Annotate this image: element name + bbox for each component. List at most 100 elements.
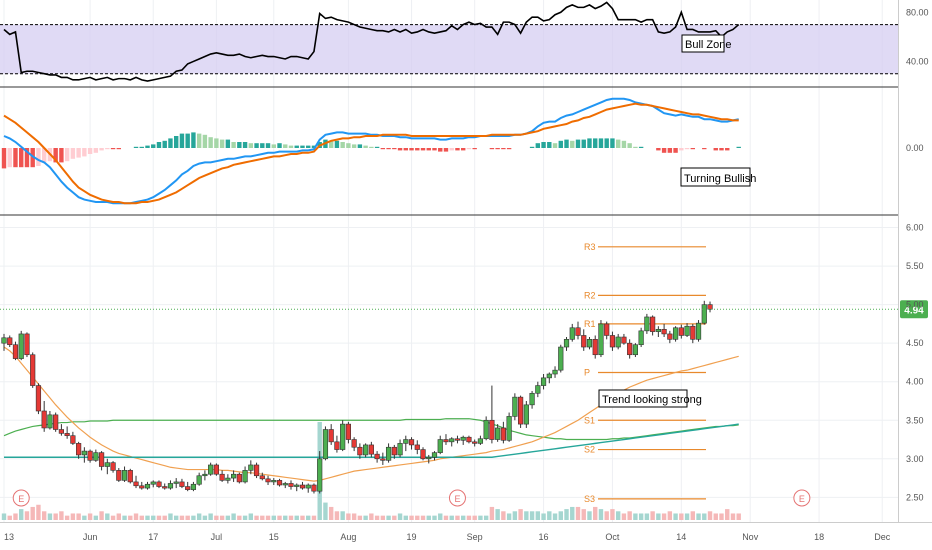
candle-body [282, 483, 288, 486]
volume-bar [265, 515, 271, 520]
macd-histogram-bar [191, 132, 196, 148]
volume-bar [627, 511, 632, 520]
candle-body [259, 475, 265, 480]
candle-body [156, 481, 162, 487]
macd-histogram-bar [248, 143, 254, 148]
volume-bar [478, 515, 483, 520]
macd-histogram-bar [174, 136, 179, 148]
candle-body [357, 446, 363, 456]
volume-bar [122, 515, 127, 520]
candle-body [552, 369, 558, 375]
volume-bar [151, 515, 156, 520]
macd-histogram-bar [328, 140, 334, 148]
candle-body [202, 473, 208, 477]
volume-bar [346, 513, 351, 520]
volume-bar [334, 511, 340, 520]
rsi-pane [0, 1, 898, 82]
candle-body [391, 446, 397, 456]
macd-histogram-bar [702, 148, 707, 150]
volume-bar [392, 515, 397, 520]
macd-histogram-bar [351, 144, 357, 148]
macd-histogram-bar [110, 148, 116, 150]
macd-histogram-bar [219, 139, 225, 148]
macd-histogram-bar [633, 146, 638, 148]
macd-histogram-bar [225, 139, 231, 148]
macd-histogram-bar [495, 148, 500, 150]
macd-histogram-bar [179, 133, 185, 148]
candle-body [506, 416, 512, 441]
macd-histogram-bar [627, 143, 632, 148]
volume-bar [713, 513, 718, 520]
volume-bar [730, 513, 736, 520]
macd-histogram-bar [294, 145, 299, 148]
candle-body [477, 438, 484, 444]
candle-body [35, 385, 42, 412]
volume-bar [13, 513, 18, 520]
volume-bar [145, 515, 150, 520]
volume-bar [386, 515, 391, 520]
price-tick-label: 5.00 [906, 300, 924, 310]
turning-bullish-note-box [680, 167, 751, 187]
volume-bar [696, 513, 701, 520]
macd-histogram-bar [397, 148, 403, 151]
macd-histogram-bar [598, 138, 604, 148]
candle-body [41, 410, 47, 429]
candle-body [569, 327, 575, 340]
volume-bar [323, 502, 328, 520]
macd-histogram-bar [461, 148, 466, 151]
volume-bar [581, 509, 586, 520]
volume-bar [558, 511, 563, 520]
volume-bar [449, 515, 454, 520]
pivot-label: S2 [584, 445, 595, 455]
volume-bar [288, 515, 294, 520]
trend-strong-note: Trend looking strong [602, 394, 702, 406]
macd-histogram-bar [24, 148, 30, 168]
macd-histogram-bar [357, 144, 363, 148]
volume-bar [369, 513, 374, 520]
volume-bar [231, 513, 236, 520]
candle-body [253, 464, 260, 477]
time-tick-label: 14 [676, 532, 686, 542]
volume-bar [87, 513, 93, 520]
candle-body [328, 429, 334, 443]
macd-histogram-bar [656, 148, 661, 151]
macd-histogram-bar [168, 138, 173, 148]
macd-histogram-bar [443, 148, 449, 152]
volume-bar [202, 515, 208, 520]
candle-body [110, 462, 116, 471]
volume-bar [1, 513, 7, 520]
volume-bar [237, 515, 242, 520]
macd-histogram-bar [684, 148, 690, 150]
volume-bar [260, 515, 265, 520]
candle-body [397, 443, 403, 456]
time-tick-label: Aug [340, 532, 356, 542]
volume-bar [535, 511, 541, 520]
volume-bar [512, 511, 518, 520]
volume-bar [656, 513, 661, 520]
volume-bar [455, 515, 460, 520]
volume-bar [374, 515, 380, 520]
macd-pane [1, 97, 741, 205]
earnings-marker [448, 489, 466, 507]
candle-body [345, 423, 352, 440]
candle-body [70, 435, 76, 444]
candle-body [288, 483, 294, 487]
volume-bar [472, 515, 477, 520]
macd-histogram-bar [409, 148, 414, 151]
macd-histogram-bar [64, 148, 70, 162]
volume-bar [736, 513, 741, 520]
bull-zone-note: Bull Zone [685, 39, 731, 51]
volume-bar [443, 515, 449, 520]
volume-bar [70, 513, 76, 520]
volume-bar [191, 515, 196, 520]
macd-histogram-bar [306, 145, 311, 148]
volume-bar [438, 513, 443, 520]
macd-histogram-bar [593, 138, 598, 148]
macd-histogram-bar [70, 148, 76, 159]
candle-body [426, 456, 432, 460]
candle-body [150, 481, 156, 485]
volume-bar [667, 511, 673, 520]
volume-bar [684, 513, 690, 520]
volume-bar [30, 506, 35, 520]
macd-histogram-bar [162, 140, 167, 148]
